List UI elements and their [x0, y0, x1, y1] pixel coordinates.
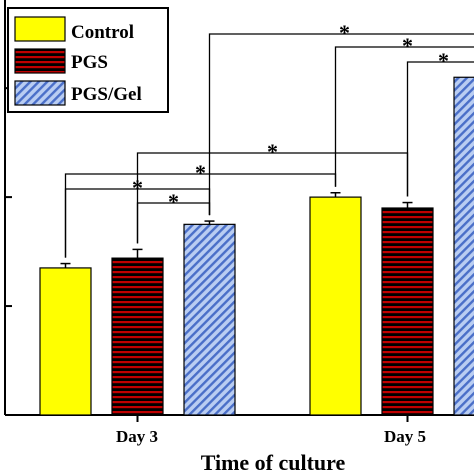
significance-bracket: *: [208, 20, 474, 216]
legend: Control PGS PGS/Gel: [7, 7, 169, 113]
legend-label-pgs: PGS: [71, 52, 108, 73]
error-bar: [132, 248, 143, 259]
x-axis-ticks: [136, 415, 409, 422]
bar-control-day-5: [309, 196, 362, 416]
bar-control-day-3: [39, 267, 92, 416]
bar-pgs-day-5: [381, 207, 434, 416]
error-bar: [60, 262, 71, 268]
legend-swatch-control: [14, 16, 66, 42]
legend-label-pgs-gel: PGS/Gel: [71, 84, 142, 105]
error-bar: [330, 191, 341, 198]
x-tick-label-day-5: Day 5: [384, 427, 426, 446]
significance-bracket: *: [334, 33, 474, 187]
significance-marker: *: [438, 48, 449, 73]
significance-marker: *: [168, 189, 179, 214]
bar-pgs-day-3: [111, 257, 164, 416]
significance-marker: *: [339, 20, 350, 45]
legend-swatch-pgs-gel: [14, 80, 66, 106]
y-axis-ticks: [5, 87, 12, 308]
significance-brackets: *******: [64, 20, 474, 258]
bar-pgs-gel-day-3: [183, 223, 236, 416]
significance-marker: *: [195, 160, 206, 185]
x-tick-label-day-3: Day 3: [116, 427, 158, 446]
error-bar: [204, 220, 215, 225]
significance-marker: *: [402, 33, 413, 58]
legend-label-control: Control: [71, 22, 134, 43]
x-axis-title: Time of culture: [201, 450, 346, 474]
error-bar: [402, 201, 413, 208]
bars: [39, 76, 474, 416]
significance-marker: *: [267, 139, 278, 164]
legend-swatch-pgs: [14, 48, 66, 74]
significance-bracket: *: [406, 48, 474, 197]
bar-pgs-gel-day-5: [453, 76, 474, 416]
error-bars: [60, 191, 413, 268]
